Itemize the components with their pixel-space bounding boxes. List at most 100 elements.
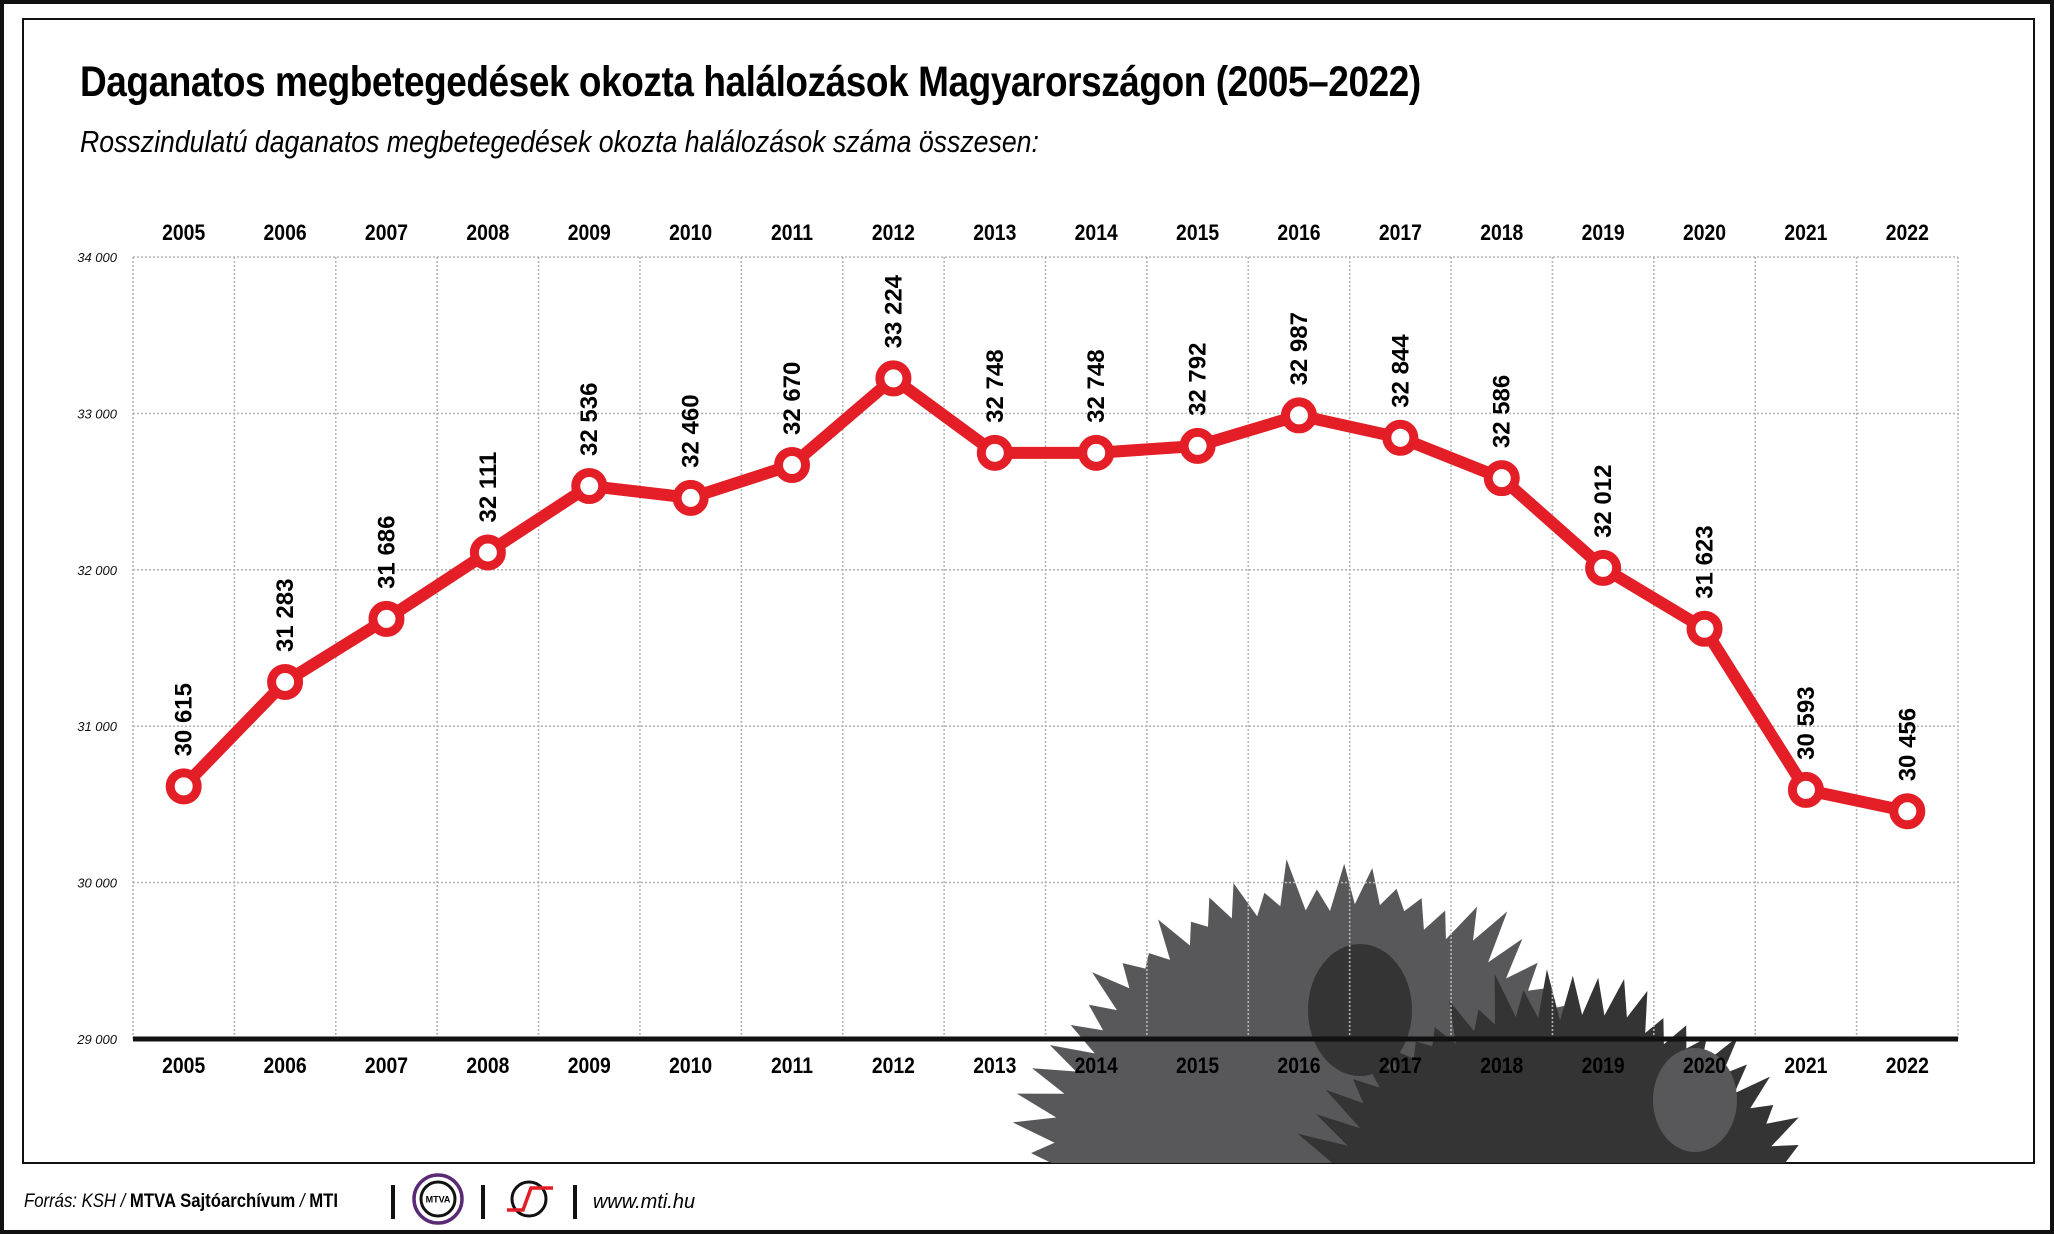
data-point-marker [1179, 427, 1216, 464]
x-tick-label-top: 2007 [365, 221, 408, 245]
data-labels: 30 615 31 283 31 686 32 111 32 536 32 460 32 6… [171, 274, 1922, 781]
footer-divider [480, 1185, 485, 1219]
x-tick-label-bottom: 2022 [1886, 1054, 1929, 1078]
data-value-label: 30 615 [171, 683, 198, 756]
x-tick-label-top: 2008 [466, 221, 509, 245]
data-value-label: 32 012 [1590, 465, 1617, 538]
data-value-label: 32 987 [1286, 312, 1313, 385]
data-point-marker [1889, 793, 1926, 830]
x-tick-label-top: 2022 [1886, 221, 1929, 245]
x-tick-label-top: 2014 [1075, 221, 1119, 245]
data-point-marker [672, 479, 709, 516]
x-tick-label-bottom: 2012 [872, 1054, 915, 1078]
footer-divider [390, 1185, 395, 1219]
chart-title: Daganatos megbetegedések okozta halálozá… [80, 58, 1421, 106]
data-value-label: 32 748 [1083, 349, 1110, 422]
x-tick-label-top: 2019 [1582, 221, 1625, 245]
footer: Forrás: KSH / MTVA Sajtóarchívum / MTI M… [24, 1173, 696, 1225]
x-tick-label-top: 2021 [1784, 221, 1827, 245]
data-point-marker [1280, 397, 1317, 434]
data-value-label: 31 686 [373, 516, 400, 589]
chart-subtitle: Rosszindulatú daganatos megbetegedések o… [80, 124, 1039, 159]
x-tick-label-bottom: 2019 [1582, 1054, 1625, 1078]
x-tick-label-top: 2010 [669, 221, 712, 245]
data-point-marker [976, 434, 1013, 471]
data-value-label: 32 844 [1387, 334, 1414, 408]
y-tick-label: 33 000 [77, 406, 118, 421]
data-point-marker [469, 534, 506, 571]
data-value-label: 31 623 [1692, 525, 1719, 598]
y-tick-label: 31 000 [77, 719, 118, 734]
x-tick-label-bottom: 2009 [568, 1054, 611, 1078]
data-value-label: 32 460 [678, 394, 705, 467]
data-value-label: 32 111 [475, 452, 502, 523]
data-point-marker [1787, 771, 1824, 808]
x-tick-label-top: 2012 [872, 221, 915, 245]
x-tick-label-bottom: 2013 [973, 1054, 1016, 1078]
mti-logo-icon [501, 1176, 557, 1228]
data-value-label: 32 586 [1489, 375, 1516, 448]
x-tick-label-top: 2015 [1176, 221, 1219, 245]
data-point-marker [774, 447, 811, 484]
mtva-logo-icon: MTVA [411, 1172, 465, 1232]
source-mtva: MTVA Sajtóarchívum [129, 1191, 296, 1212]
y-tick-label: 32 000 [77, 563, 118, 578]
data-point-marker [1585, 549, 1622, 586]
x-tick-label-bottom: 2010 [669, 1054, 712, 1078]
data-point-marker [368, 600, 405, 637]
x-tick-label-bottom: 2014 [1075, 1054, 1119, 1078]
x-tick-label-bottom: 2007 [365, 1054, 408, 1078]
x-tick-label-top: 2013 [973, 221, 1016, 245]
data-value-label: 30 593 [1793, 686, 1820, 759]
data-value-label: 30 456 [1894, 708, 1921, 781]
chart-frame [22, 18, 2035, 1164]
data-point-marker [1483, 460, 1520, 497]
x-axis-labels-top: 2005 2006 2007 2008 2009 2010 2011 2012 2013 2014… [162, 221, 1929, 245]
source-text: Forrás: KSH / MTVA Sajtóarchívum / MTI [24, 1191, 338, 1213]
x-tick-label-bottom: 2015 [1176, 1054, 1219, 1078]
x-tick-label-top: 2018 [1480, 221, 1523, 245]
data-value-label: 31 283 [272, 579, 299, 652]
y-tick-label: 29 000 [76, 1032, 118, 1047]
virus-illustration [1012, 859, 1799, 1163]
x-axis-labels-bottom: 2005 2006 2007 2008 2009 2010 2011 2012 2013 2014… [162, 1054, 1929, 1078]
x-tick-label-bottom: 2021 [1784, 1054, 1827, 1078]
data-series-line [165, 360, 1926, 830]
footer-divider [572, 1185, 577, 1219]
svg-text:MTVA: MTVA [425, 1195, 450, 1205]
y-tick-label: 34 000 [77, 250, 118, 265]
x-tick-label-bottom: 2005 [162, 1054, 205, 1078]
data-point-marker [165, 768, 202, 805]
website-link[interactable]: www.mti.hu [592, 1190, 696, 1213]
x-tick-label-top: 2005 [162, 221, 205, 245]
data-point-marker [875, 360, 912, 397]
data-point-marker [1078, 434, 1115, 471]
x-tick-label-top: 2020 [1683, 221, 1726, 245]
data-point-marker [571, 467, 608, 504]
grid-lines [132, 256, 1959, 1039]
x-tick-label-top: 2017 [1379, 221, 1422, 245]
data-point-marker [1382, 419, 1419, 456]
x-tick-label-bottom: 2016 [1277, 1054, 1320, 1078]
y-tick-label: 30 000 [77, 876, 118, 891]
source-prefix: Forrás: KSH / [24, 1191, 130, 1212]
x-tick-label-bottom: 2006 [264, 1054, 307, 1078]
x-tick-label-top: 2016 [1277, 221, 1320, 245]
x-tick-label-top: 2006 [264, 221, 307, 245]
data-point-marker [267, 663, 304, 700]
y-axis-labels: 29 000 30 000 31 000 32 000 33 000 34 000 [76, 250, 118, 1047]
x-tick-label-top: 2009 [568, 221, 611, 245]
x-tick-label-bottom: 2011 [771, 1054, 813, 1078]
source-mti: MTI [309, 1191, 339, 1212]
data-value-label: 32 536 [576, 383, 603, 456]
data-value-label: 33 224 [880, 274, 907, 348]
x-tick-label-bottom: 2017 [1379, 1054, 1422, 1078]
data-value-label: 32 748 [982, 349, 1009, 422]
x-tick-label-bottom: 2008 [466, 1054, 509, 1078]
x-tick-label-bottom: 2020 [1683, 1054, 1726, 1078]
data-value-label: 32 670 [779, 362, 806, 435]
data-value-label: 32 792 [1185, 343, 1212, 416]
x-tick-label-bottom: 2018 [1480, 1054, 1523, 1078]
